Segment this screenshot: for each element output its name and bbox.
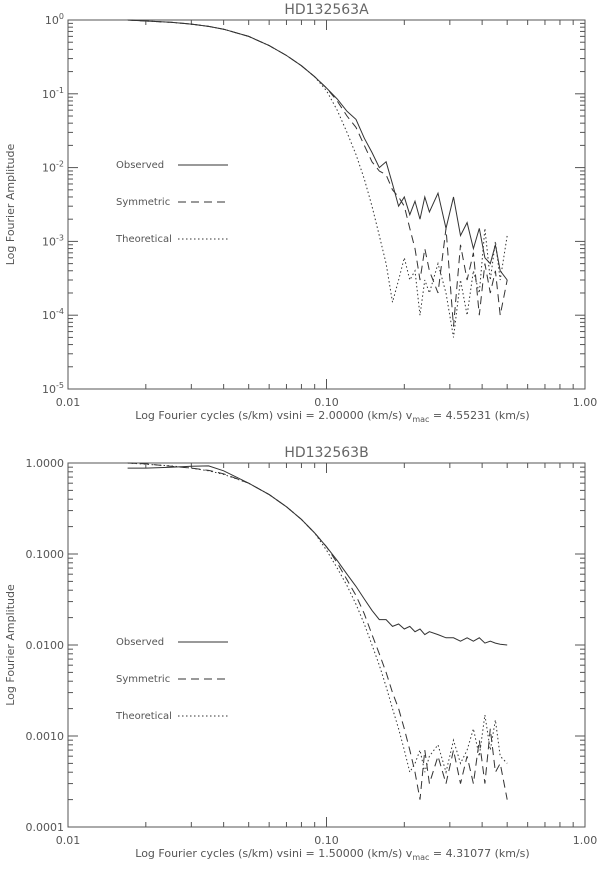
x-tick-label: 0.10: [314, 834, 339, 847]
y-tick-label: 10-5: [42, 381, 64, 396]
x-axis-label-main: Log Fourier cycles (s/km) vsini = 1.5000…: [135, 847, 413, 860]
legend-label-observed: Observed: [116, 637, 164, 648]
legend-label-symmetric: Symmetric: [116, 197, 170, 208]
y-tick-base: 10: [42, 383, 56, 396]
y-tick-label: 10-2: [42, 160, 64, 175]
y-tick-base: 10: [42, 235, 56, 248]
y-tick-label: 10-1: [42, 86, 64, 101]
x-axis-label-tail: = 4.31077 (km/s): [429, 847, 529, 860]
x-axis-label-main: Log Fourier cycles (s/km) vsini = 2.0000…: [135, 409, 413, 422]
legend-label-theoretical: Theoretical: [115, 711, 172, 722]
series-theoretical-line: [127, 19, 508, 338]
x-tick-label: 0.01: [56, 396, 81, 409]
legend-label-theoretical: Theoretical: [115, 234, 172, 245]
chart-title: HD132563B: [284, 445, 368, 461]
y-tick-label: 10-4: [42, 307, 64, 322]
y-tick-base: 10: [42, 88, 56, 101]
y-tick-exponent: -3: [56, 233, 64, 242]
y-tick-label: 0.0010: [26, 730, 65, 743]
legend-label-symmetric: Symmetric: [116, 674, 170, 685]
y-tick-base: 10: [42, 309, 56, 322]
y-tick-base: 10: [45, 14, 59, 27]
y-tick-exponent: -1: [56, 86, 64, 95]
x-tick-label: 1.00: [573, 834, 598, 847]
x-axis-label-tail: = 4.55231 (km/s): [429, 409, 529, 422]
x-axis-label: Log Fourier cycles (s/km) vsini = 1.5000…: [135, 847, 529, 862]
x-tick-label: 0.10: [314, 396, 339, 409]
y-tick-label: 0.1000: [26, 548, 65, 561]
y-tick-label: 0.0100: [26, 639, 65, 652]
series-symmetric-line: [127, 19, 508, 327]
y-tick-label: 1.0000: [26, 457, 65, 470]
y-tick-base: 10: [42, 162, 56, 175]
panel-bottom: HD132563B 0.01 0.10 1.00 0.0001 0.0010 0.0100 0…: [4, 445, 597, 862]
y-tick-exponent: 0: [59, 12, 64, 21]
x-axis-label-subscript: mac: [412, 415, 429, 424]
y-tick-exponent: -2: [56, 160, 64, 169]
series-observed-line: [127, 19, 508, 281]
chart-title: HD132563A: [284, 2, 369, 18]
y-axis-label: Log Fourier Amplitude: [4, 144, 17, 266]
x-axis-label: Log Fourier cycles (s/km) vsini = 2.0000…: [135, 409, 529, 424]
y-tick-label: 0.0001: [26, 821, 65, 834]
series-symmetric-line: [127, 462, 508, 800]
y-axis-label: Log Fourier Amplitude: [4, 584, 17, 706]
y-tick-exponent: -4: [56, 307, 64, 316]
series-observed-line: [127, 465, 508, 646]
legend-label-observed: Observed: [116, 160, 164, 171]
x-tick-label: 0.01: [56, 834, 81, 847]
y-tick-label: 10-3: [42, 233, 64, 248]
y-tick-label: 100: [45, 12, 64, 27]
y-tick-exponent: -5: [56, 381, 64, 390]
x-axis-label-subscript: mac: [412, 853, 429, 862]
series-theoretical-line: [127, 462, 508, 775]
x-tick-label: 1.00: [573, 396, 598, 409]
